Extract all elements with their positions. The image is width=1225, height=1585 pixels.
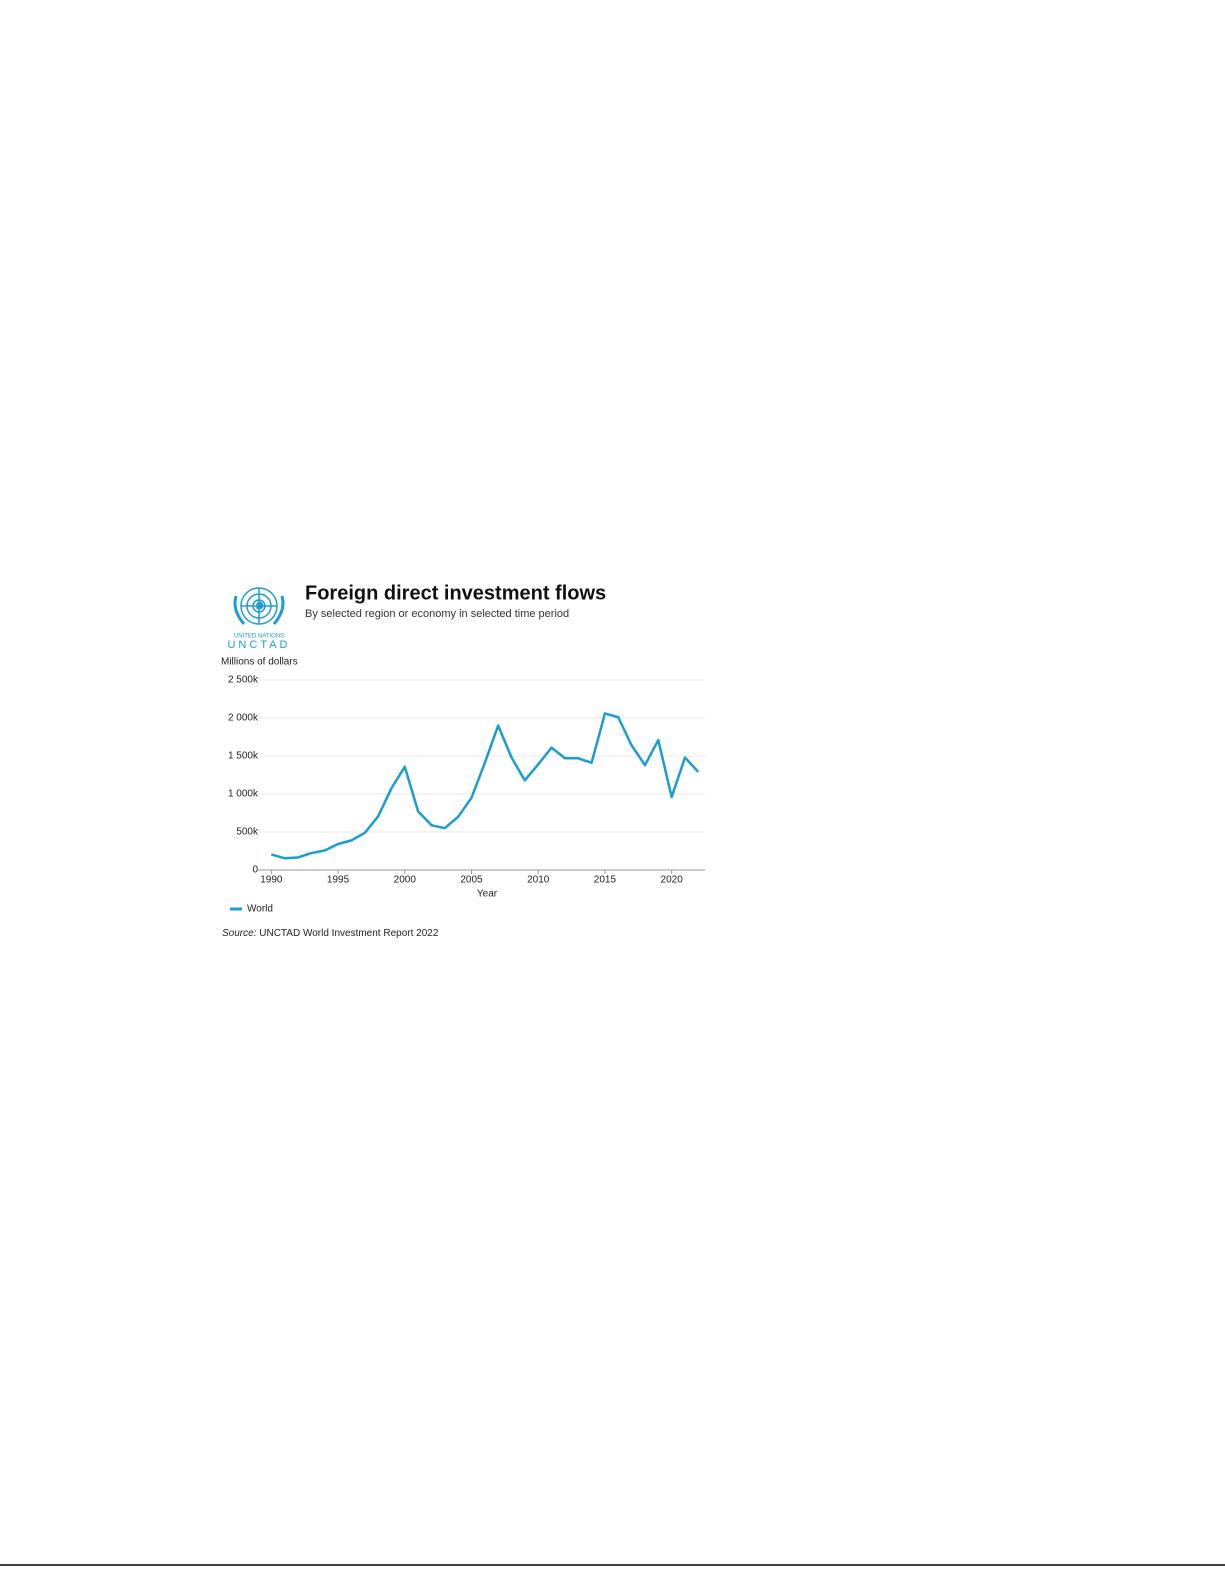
source-label: Source: [222, 928, 257, 939]
source: Source: UNCTAD World Investment Report 2… [222, 928, 439, 939]
legend-label: World [247, 904, 273, 915]
data-line [270, 712, 700, 860]
x-tick-label: 2010 [527, 875, 550, 886]
x-axis-label: Year [477, 889, 498, 900]
x-tick-label: 2000 [394, 875, 417, 886]
y-tick-label: 2 000k [228, 713, 259, 724]
x-tick-label: 2005 [460, 875, 483, 886]
x-tick-label: 2015 [594, 875, 617, 886]
chart-subtitle: By selected region or economy in selecte… [305, 608, 569, 620]
logo-emblem [233, 587, 285, 625]
logo-org: UNITED NATIONS [234, 634, 284, 640]
x-tick-label: 1995 [327, 875, 350, 886]
x-tick-label: 1990 [260, 875, 283, 886]
source-text: UNCTAD World Investment Report 2022 [259, 928, 439, 939]
y-tick-label: 2 500k [228, 675, 259, 686]
y-tick-label: 1 500k [228, 751, 259, 762]
x-tick-label: 2020 [661, 875, 684, 886]
y-axis-label: Millions of dollars [221, 657, 298, 668]
chart-title: Foreign direct investment flows [305, 582, 606, 604]
y-tick-label: 500k [236, 827, 259, 838]
y-tick-label: 1 000k [228, 789, 259, 800]
logo-name: UNCTAD [227, 639, 290, 651]
y-tick-label: 0 [252, 865, 258, 876]
